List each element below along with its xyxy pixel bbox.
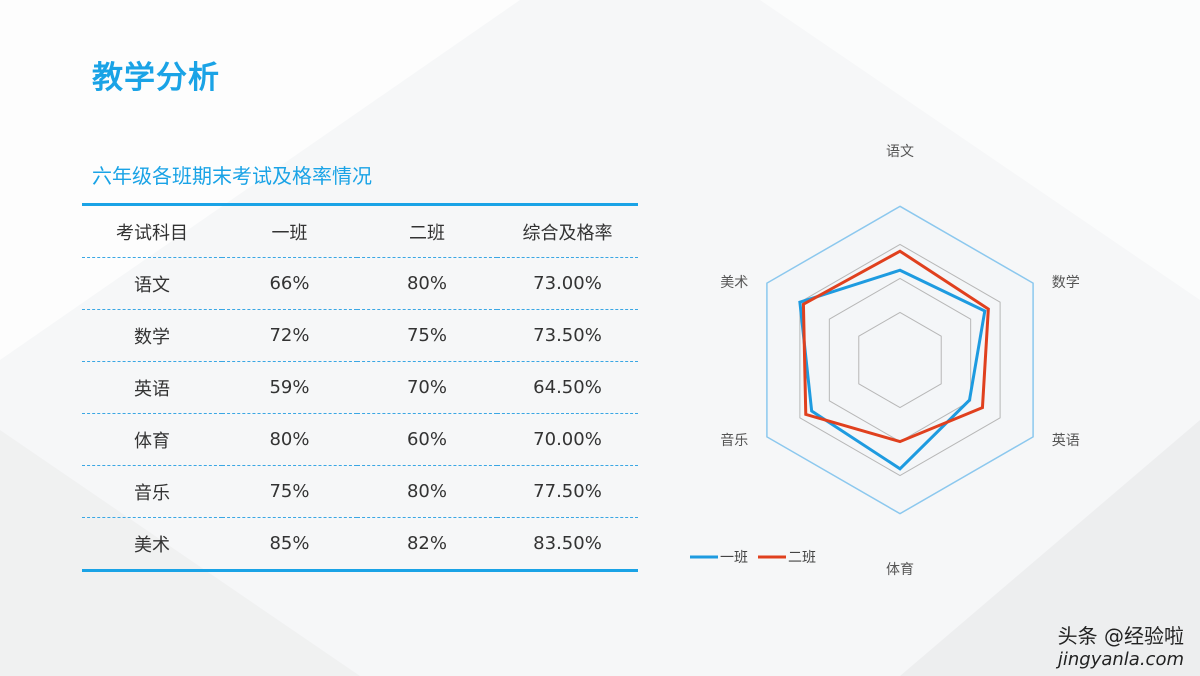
cell-class-2: 75%	[357, 309, 497, 362]
cell-class-2: 82%	[357, 517, 497, 572]
radar-grid-ring	[858, 311, 942, 409]
cell-subject: 美术	[82, 517, 222, 572]
table-title: 六年级各班期末考试及格率情况	[92, 164, 372, 188]
watermark-url: jingyanla.com	[1057, 649, 1184, 670]
cell-overall: 83.50%	[497, 517, 638, 572]
radar-category-label: 音乐	[720, 432, 748, 449]
legend-label-1: 一班	[720, 550, 748, 566]
cell-class-1: 66%	[222, 257, 357, 310]
table-row: 语文 66% 80% 73.00%	[82, 257, 638, 310]
cell-class-1: 75%	[222, 465, 357, 518]
cell-class-1: 72%	[222, 309, 357, 362]
radar-series-2	[801, 249, 990, 444]
radar-category-label: 数学	[1052, 275, 1080, 291]
table-row: 数学 72% 75% 73.50%	[82, 309, 638, 362]
cell-overall: 73.50%	[497, 309, 638, 362]
cell-class-2: 70%	[357, 361, 497, 414]
cell-class-2: 80%	[357, 465, 497, 518]
table-row: 体育 80% 60% 70.00%	[82, 413, 638, 466]
cell-overall: 73.00%	[497, 257, 638, 310]
cell-class-2: 60%	[357, 413, 497, 466]
cell-class-1: 80%	[222, 413, 357, 466]
legend-label-2: 二班	[788, 550, 816, 566]
cell-subject: 音乐	[82, 465, 222, 518]
header-class-2: 二班	[357, 203, 497, 258]
watermark: 头条 @经验啦 jingyanla.com	[1058, 620, 1184, 670]
table-row: 音乐 75% 80% 77.50%	[82, 465, 638, 518]
grades-table: 考试科目 一班 二班 综合及格率 语文 66% 80% 73.00% 数学 72…	[82, 203, 638, 572]
cell-subject: 英语	[82, 361, 222, 414]
page-title: 教学分析	[92, 60, 220, 96]
table-row: 英语 59% 70% 64.50%	[82, 361, 638, 414]
header-overall-pass-rate: 综合及格率	[497, 203, 638, 258]
cell-overall: 70.00%	[497, 413, 638, 466]
cell-overall: 64.50%	[497, 361, 638, 414]
cell-subject: 语文	[82, 257, 222, 310]
cell-overall: 77.50%	[497, 465, 638, 518]
header-class-1: 一班	[222, 203, 357, 258]
radar-category-label: 美术	[720, 275, 748, 291]
cell-class-1: 59%	[222, 361, 357, 414]
radar-category-label: 英语	[1052, 432, 1080, 449]
table-header-row: 考试科目 一班 二班 综合及格率	[82, 203, 638, 258]
radar-category-label: 语文	[886, 144, 914, 160]
cell-subject: 数学	[82, 309, 222, 362]
header-subject: 考试科目	[82, 203, 222, 258]
radar-category-label: 体育	[886, 562, 914, 578]
radar-series-1	[798, 268, 987, 471]
cell-subject: 体育	[82, 413, 222, 466]
cell-class-2: 80%	[357, 257, 497, 310]
table-row: 美术 85% 82% 83.50%	[82, 517, 638, 572]
watermark-text: 头条 @经验啦	[1057, 624, 1184, 648]
cell-class-1: 85%	[222, 517, 357, 572]
